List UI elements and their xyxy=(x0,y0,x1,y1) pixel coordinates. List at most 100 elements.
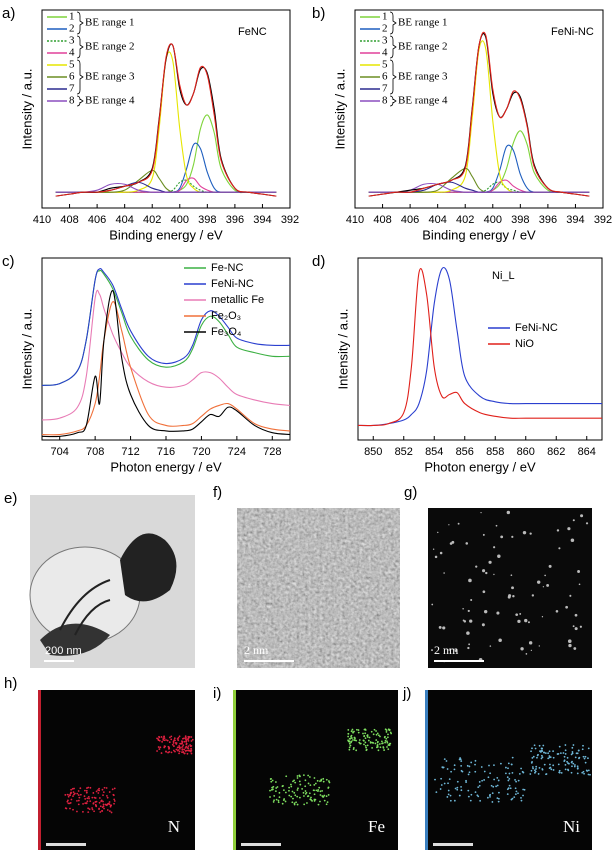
eds-dot xyxy=(570,753,573,756)
eds-dot xyxy=(182,737,184,740)
eds-dot xyxy=(572,762,575,765)
eds-dot xyxy=(317,803,320,806)
eds-dot xyxy=(327,787,330,789)
eds-dot xyxy=(113,798,116,801)
eds-dot xyxy=(163,735,165,738)
panel-label: b) xyxy=(312,5,325,22)
eds-dot xyxy=(515,790,518,793)
panel-label: h) xyxy=(4,675,17,692)
eds-dot xyxy=(313,777,316,779)
bright-spot xyxy=(531,594,535,597)
panel-label: d) xyxy=(312,253,325,270)
eds-dot xyxy=(347,735,350,738)
eds-dot xyxy=(558,771,561,774)
eds-dot xyxy=(540,757,543,760)
eds-dot xyxy=(443,758,446,761)
eds-dot xyxy=(375,730,377,732)
legend-label: Fe₃O₄ xyxy=(211,326,242,338)
eds-dot xyxy=(467,773,470,776)
eds-dot xyxy=(559,752,562,755)
eds-dot xyxy=(275,781,277,783)
eds-dot xyxy=(476,794,479,797)
eds-dot xyxy=(371,741,374,744)
hrtem-image xyxy=(237,508,400,668)
eds-dot xyxy=(507,779,510,782)
eds-dot xyxy=(380,740,383,743)
legend-group-label: BE range 1 xyxy=(85,17,134,29)
eds-dot xyxy=(540,754,543,757)
eds-dot xyxy=(77,790,80,792)
bright-spot xyxy=(488,560,492,564)
eds-dot xyxy=(547,757,550,760)
eds-dot xyxy=(160,752,163,754)
bright-spot xyxy=(515,613,519,617)
eds-dot xyxy=(69,807,71,810)
eds-dot xyxy=(362,739,365,742)
eds-dot xyxy=(557,763,560,766)
eds-dot xyxy=(95,790,98,793)
eds-dot xyxy=(172,740,175,743)
eds-dot xyxy=(304,779,307,782)
eds-dot xyxy=(76,792,79,795)
eds-dot xyxy=(537,773,540,775)
legend-group-label: BE range 3 xyxy=(398,71,448,83)
eds-dot xyxy=(576,772,579,775)
spectrum-line xyxy=(55,43,277,197)
y-axis-title: Intensity / a.u. xyxy=(19,309,34,390)
bright-spot xyxy=(519,612,522,615)
eds-dot xyxy=(477,786,480,789)
eds-dot xyxy=(93,810,95,813)
eds-dot xyxy=(449,794,452,797)
eds-dot xyxy=(566,760,568,763)
eds-dot xyxy=(325,778,328,781)
eds-dot xyxy=(587,769,590,772)
scale-bar-label: 2 nm xyxy=(434,643,459,657)
eds-dot xyxy=(190,749,193,752)
bright-spot xyxy=(485,571,488,575)
bright-spot xyxy=(482,569,486,573)
eds-dot xyxy=(481,779,484,782)
eds-dot xyxy=(328,780,330,782)
bright-spot xyxy=(467,609,470,613)
eds-dot xyxy=(170,735,173,738)
eds-dot xyxy=(508,772,511,775)
eds-dot xyxy=(92,792,95,794)
spectrum-line xyxy=(368,179,590,193)
bright-spot xyxy=(482,533,485,536)
bright-spot xyxy=(580,514,584,518)
eds-dot xyxy=(520,767,522,770)
x-tick-label: 392 xyxy=(594,214,612,226)
eds-dot xyxy=(174,739,176,742)
eds-dot xyxy=(168,747,170,750)
bright-spot xyxy=(511,586,514,590)
plot-frame xyxy=(41,9,291,209)
eds-dot xyxy=(269,789,271,792)
panel-label: i) xyxy=(213,685,221,702)
eds-dot xyxy=(319,800,321,803)
eds-dot xyxy=(384,741,386,744)
x-tick-label: 724 xyxy=(228,446,246,458)
eds-dot xyxy=(277,801,280,804)
eds-dot xyxy=(384,735,386,738)
eds-dot xyxy=(284,800,287,803)
eds-dot xyxy=(181,740,184,743)
eds-dot xyxy=(564,763,567,766)
eds-dot xyxy=(85,791,88,794)
eds-dot xyxy=(102,805,105,808)
eds-dot xyxy=(288,786,291,789)
eds-dot xyxy=(101,810,103,812)
eds-dot xyxy=(284,791,287,794)
eds-dot xyxy=(563,760,566,763)
eds-dot xyxy=(349,744,352,747)
eds-dot xyxy=(163,737,166,740)
eds-dot xyxy=(272,801,275,803)
bright-spot xyxy=(482,590,486,594)
scale-bar xyxy=(44,660,74,662)
eds-dot xyxy=(493,778,496,781)
eds-dot xyxy=(532,767,534,770)
eds-map xyxy=(233,690,398,850)
eds-dot xyxy=(364,737,367,740)
x-tick-label: 864 xyxy=(578,446,596,458)
y-axis-title: Intensity / a.u. xyxy=(335,309,350,390)
eds-dot xyxy=(70,788,73,791)
